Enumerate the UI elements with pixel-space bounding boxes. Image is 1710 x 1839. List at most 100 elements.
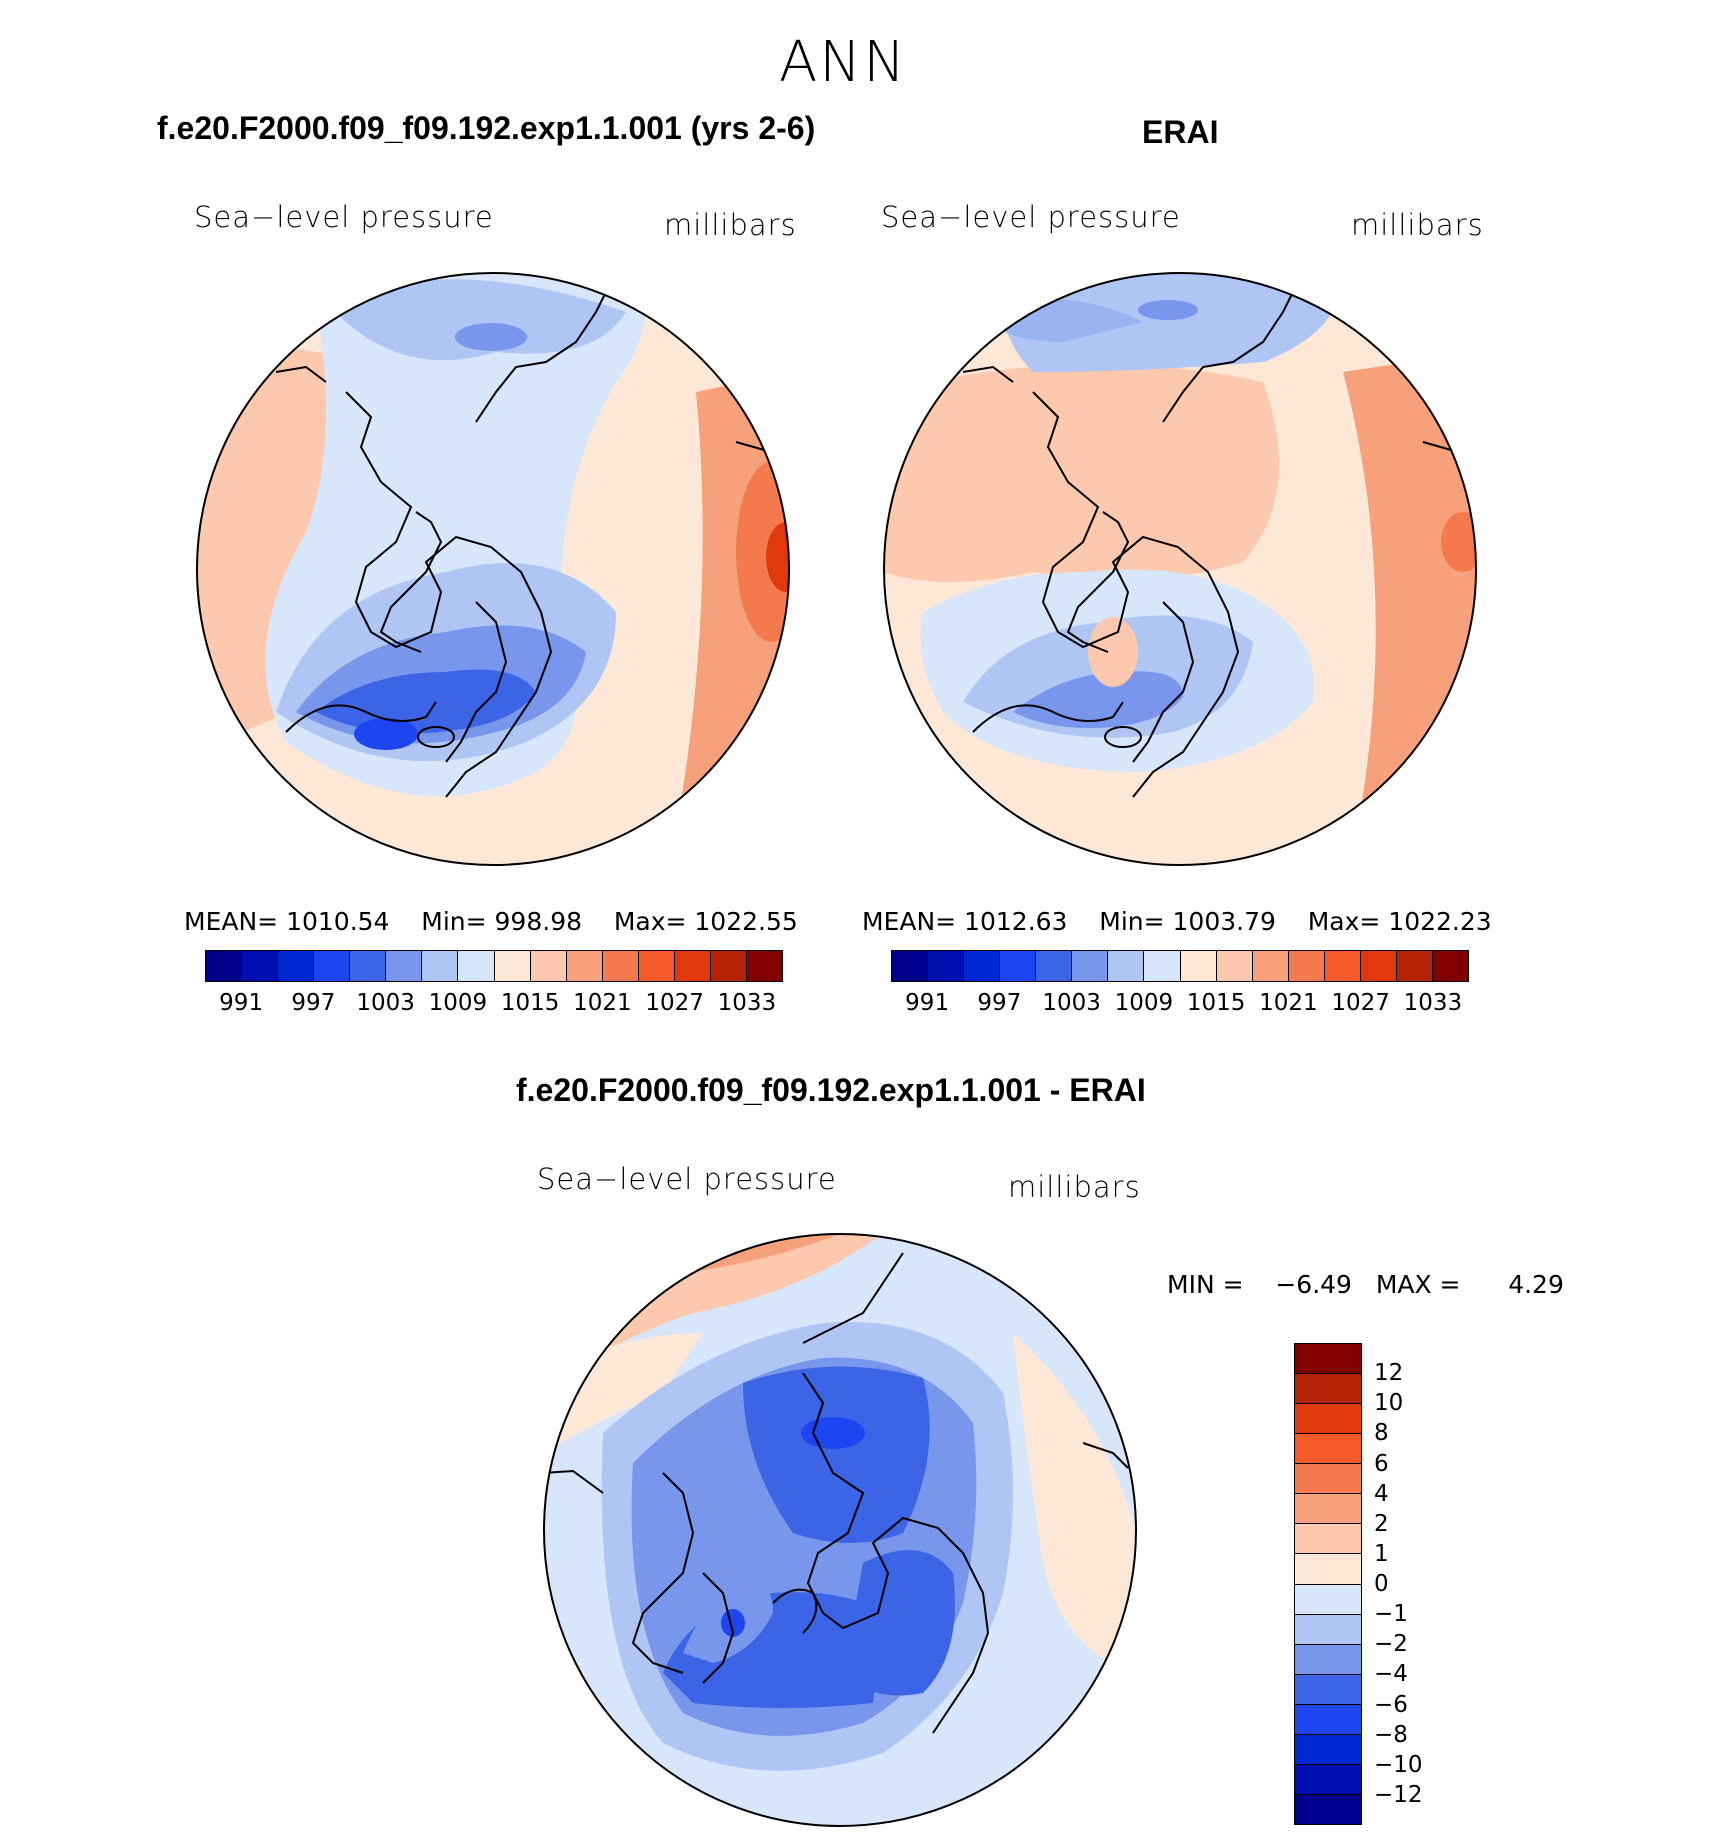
panel3-colorbar-tick-label: 6 <box>1374 1450 1389 1477</box>
panel3-colorbar-tick-label: −1 <box>1374 1601 1408 1628</box>
panel3-colorbar-tick-label: −10 <box>1374 1751 1423 1778</box>
panel1-colorbar-tick-label: 1009 <box>428 990 488 1016</box>
panel1-colorbar <box>205 950 783 982</box>
panel3-colorbar-swatch <box>1295 1614 1361 1645</box>
panel1-mean-value: 1010.54 <box>286 907 390 936</box>
panel2-colorbar-swatch <box>1000 951 1037 981</box>
panel1-min-label: Min= <box>421 907 487 936</box>
panel3-colorbar-tick-label: −6 <box>1374 1691 1408 1718</box>
panel1-colorbar-swatch <box>494 951 531 981</box>
panel2-colorbar-swatch <box>1360 951 1397 981</box>
panel1-colorbar-tick-label: 997 <box>291 990 336 1016</box>
panel1-max-label: Max= <box>613 907 687 936</box>
panel1-colorbar-tick-label: 1033 <box>717 990 777 1016</box>
panel1-colorbar-swatch <box>422 951 459 981</box>
panel1-mean-label: MEAN= <box>184 907 279 936</box>
panel1-colorbar-swatch <box>746 951 782 981</box>
panel1-colorbar-swatch <box>458 951 495 981</box>
panel3-colorbar-swatch <box>1295 1644 1361 1675</box>
panel2-max-label: Max= <box>1307 907 1381 936</box>
panel3-colorbar-swatch <box>1295 1524 1361 1555</box>
panel2-colorbar-labels: 991 997 1003 1009 1015 1021 1027 1033 <box>891 990 1469 1020</box>
panel3-colorbar-swatch <box>1295 1794 1361 1824</box>
panel2-polar-map <box>883 272 1477 866</box>
panel2-colorbar-tick-label: 1027 <box>1331 990 1390 1016</box>
panel3-colorbar-swatch <box>1295 1434 1361 1465</box>
panel3-min-value: −6.49 <box>1275 1270 1352 1299</box>
panel2-colorbar-tick-label: 1003 <box>1042 990 1101 1016</box>
panel2-variable-label: Sea−level pressure <box>881 200 1181 234</box>
panel1-variable-label: Sea−level pressure <box>194 200 494 234</box>
panel2-colorbar-swatch <box>1216 951 1253 981</box>
panel3-colorbar <box>1294 1343 1362 1825</box>
panel3-colorbar-tick-label: 10 <box>1374 1390 1404 1417</box>
panel1-colorbar-tick-label: 1021 <box>573 990 632 1016</box>
panel2-colorbar-swatch <box>892 951 929 981</box>
panel3-colorbar-swatch <box>1295 1374 1361 1405</box>
panel2-colorbar-swatch <box>1036 951 1073 981</box>
panel2-colorbar-tick-label: 1033 <box>1403 990 1463 1016</box>
panel2-max-value: 1022.23 <box>1388 907 1492 936</box>
panel1-colorbar-swatch <box>566 951 603 981</box>
panel3-colorbar-tick-label: 1 <box>1374 1540 1389 1567</box>
panel2-colorbar-swatch <box>1180 951 1217 981</box>
panel2-colorbar-tick-label: 1021 <box>1259 990 1318 1016</box>
panel2-min-label: Min= <box>1099 907 1165 936</box>
panel2-colorbar-swatch <box>1432 951 1468 981</box>
panel1-max-value: 1022.55 <box>694 907 798 936</box>
panel2-colorbar-swatch <box>964 951 1001 981</box>
panel3-variable-label: Sea−level pressure <box>537 1162 837 1196</box>
panel1-colorbar-swatch <box>710 951 747 981</box>
panel1-title: f.e20.F2000.f09_f09.192.exp1.1.001 (yrs … <box>157 110 816 146</box>
panel1-colorbar-tick-label: 1015 <box>500 990 560 1016</box>
panel2-colorbar-swatch <box>1072 951 1109 981</box>
panel1-stats: MEAN= 1010.54 Min= 998.98 Max= 1022.55 <box>184 907 798 936</box>
panel3-colorbar-tick-label: −4 <box>1374 1661 1408 1688</box>
panel2-mean-value: 1012.63 <box>964 907 1068 936</box>
panel3-colorbar-tick-label: 2 <box>1374 1510 1389 1537</box>
panel3-colorbar-tick-label: 8 <box>1374 1420 1389 1447</box>
panel3-colorbar-tick-label: −12 <box>1374 1781 1423 1808</box>
panel1-colorbar-tick-label: 1003 <box>356 990 415 1016</box>
panel1-polar-map <box>196 272 790 866</box>
panel3-colorbar-swatch <box>1295 1344 1361 1375</box>
panel3-colorbar-swatch <box>1295 1674 1361 1705</box>
panel1-min-value: 998.98 <box>494 907 583 936</box>
panel2-colorbar-swatch <box>1108 951 1145 981</box>
panel2-colorbar-tick-label: 991 <box>905 990 950 1016</box>
panel3-polar-map <box>543 1233 1137 1827</box>
panel3-stats: MIN = −6.49 MAX = 4.29 <box>1167 1270 1564 1299</box>
panel3-colorbar-tick-label: 4 <box>1374 1480 1389 1507</box>
panel1-colorbar-swatch <box>530 951 567 981</box>
panel2-colorbar-swatch <box>1288 951 1325 981</box>
panel1-colorbar-tick-label: 1027 <box>645 990 704 1016</box>
panel2-colorbar-tick-label: 1015 <box>1186 990 1246 1016</box>
panel2-colorbar-swatch <box>1396 951 1433 981</box>
panel1-units-label: millibars <box>664 208 797 242</box>
panel3-colorbar-swatch <box>1295 1554 1361 1585</box>
panel2-colorbar-swatch <box>1144 951 1181 981</box>
panel3-colorbar-swatch <box>1295 1584 1361 1615</box>
panel2-mean-label: MEAN= <box>862 907 957 936</box>
panel3-colorbar-swatch <box>1295 1764 1361 1795</box>
panel3-max-label: MAX = <box>1375 1270 1461 1299</box>
panel3-colorbar-swatch <box>1295 1464 1361 1495</box>
season-title: ANN <box>779 30 908 95</box>
panel3-colorbar-labels: 12 10 8 6 4 2 1 0 −1 −2 −4 −6 −8 −10 −12 <box>1374 1343 1454 1825</box>
panel1-colorbar-swatch <box>674 951 711 981</box>
panel2-min-value: 1003.79 <box>1172 907 1276 936</box>
panel3-colorbar-swatch <box>1295 1404 1361 1435</box>
panel2-title: ERAI <box>1142 114 1219 150</box>
panel1-colorbar-swatch <box>314 951 351 981</box>
panel1-colorbar-swatch <box>242 951 279 981</box>
panel3-colorbar-swatch <box>1295 1494 1361 1525</box>
panel1-colorbar-swatch <box>350 951 387 981</box>
panel3-min-label: MIN = <box>1167 1270 1244 1299</box>
panel3-colorbar-tick-label: −2 <box>1374 1631 1408 1658</box>
panel1-colorbar-swatch <box>278 951 315 981</box>
panel3-colorbar-tick-label: −8 <box>1374 1721 1408 1748</box>
panel3-colorbar-swatch <box>1295 1734 1361 1765</box>
panel2-units-label: millibars <box>1351 208 1484 242</box>
panel3-colorbar-tick-label: 12 <box>1374 1360 1404 1387</box>
panel2-colorbar-swatch <box>1324 951 1361 981</box>
